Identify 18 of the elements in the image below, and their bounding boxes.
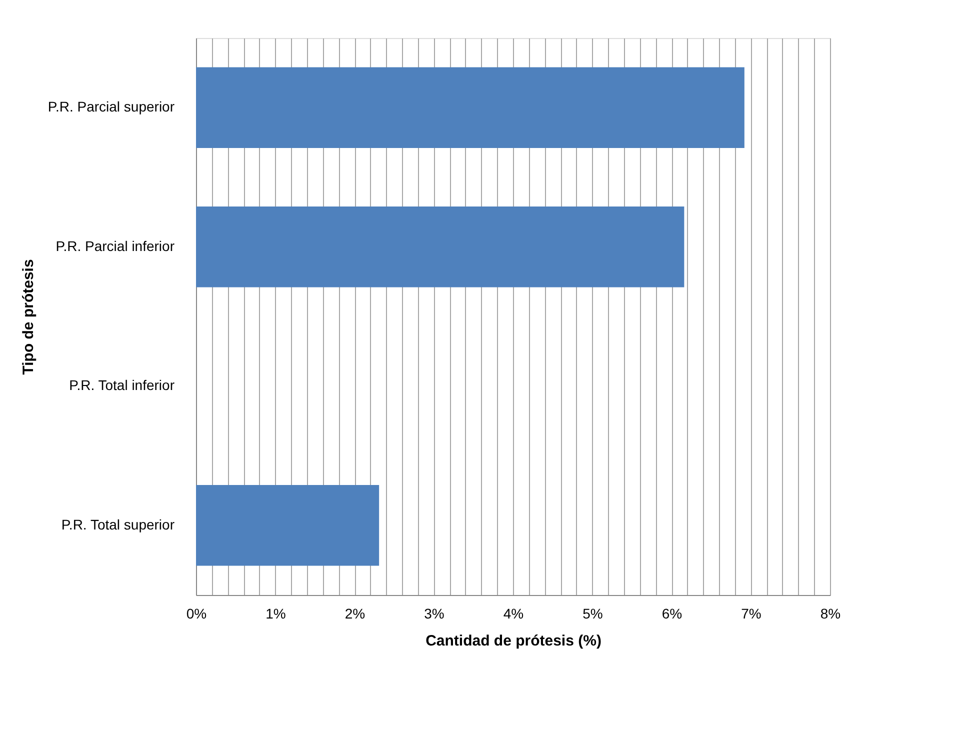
y-tick-label: P.R. Parcial inferior xyxy=(56,238,175,254)
x-tick-label: 7% xyxy=(741,606,762,622)
x-tick-label: 0% xyxy=(186,606,207,622)
x-axis-title: Cantidad de prótesis (%) xyxy=(426,632,602,650)
y-axis-title: Tipo de prótesis xyxy=(20,259,37,375)
y-tick-label: P.R. Total superior xyxy=(61,516,175,532)
bar xyxy=(196,67,744,148)
y-tick-label: P.R. Parcial superior xyxy=(48,98,175,115)
bar xyxy=(196,206,684,288)
x-tick-label: 5% xyxy=(582,606,603,622)
y-tick-label: P.R. Total inferior xyxy=(69,377,175,394)
x-tick-label: 4% xyxy=(503,606,524,622)
bar xyxy=(196,484,380,566)
x-tick-label: 6% xyxy=(662,606,682,622)
x-tick-label: 8% xyxy=(820,606,841,622)
x-tick-label: 1% xyxy=(266,606,286,622)
x-tick-label: 3% xyxy=(424,606,444,622)
x-tick-label: 2% xyxy=(344,606,366,622)
